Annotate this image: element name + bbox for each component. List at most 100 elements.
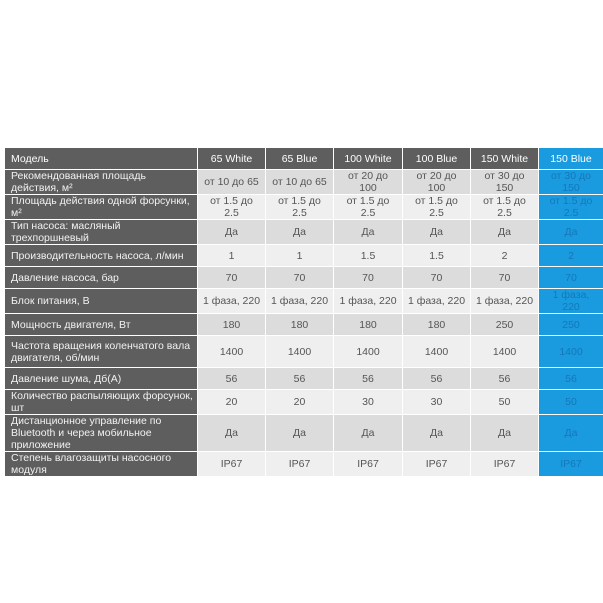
row-label: Блок питания, В	[4, 288, 198, 314]
table-row: Площадь действия одной форсунки, м² от 1.…	[4, 194, 603, 220]
table-cell: 1 фаза, 220	[402, 288, 471, 314]
table-cell: 180	[265, 313, 334, 336]
table-row: Давление насоса, бар 70 70 70 70 70 70	[4, 266, 603, 289]
table-cell: 70	[197, 266, 266, 289]
header-model-label: Модель	[4, 147, 198, 170]
table-cell: Да	[470, 414, 539, 452]
table-cell: 70	[538, 266, 603, 289]
table-cell: IP67	[333, 451, 403, 477]
table-cell: Да	[470, 219, 539, 245]
table-cell: 1 фаза, 220	[197, 288, 266, 314]
table-cell: 1 фаза, 220	[333, 288, 403, 314]
table-row: Мощность двигателя, Вт 180 180 180 180 250 250	[4, 313, 603, 336]
table-cell: от 30 до 150	[538, 169, 603, 195]
row-label: Тип насоса: масляный трехпоршневый	[4, 219, 198, 245]
table-cell: 30	[333, 389, 403, 415]
table-cell: 1400	[470, 335, 539, 368]
table-cell: от 30 до 150	[470, 169, 539, 195]
row-label: Рекомендованная площадь действия, м²	[4, 169, 198, 195]
header-model-column: 100 White	[333, 147, 403, 170]
table-cell: 180	[197, 313, 266, 336]
table-cell: 56	[538, 367, 603, 390]
table-cell: IP67	[197, 451, 266, 477]
table-cell: 20	[197, 389, 266, 415]
table-cell: 1400	[265, 335, 334, 368]
row-label: Давление насоса, бар	[4, 266, 198, 289]
table-cell: 30	[402, 389, 471, 415]
table-cell: 1	[265, 244, 334, 267]
table-cell: 1.5	[333, 244, 403, 267]
table-cell: Да	[333, 414, 403, 452]
table-cell: Да	[197, 414, 266, 452]
table-cell: от 10 до 65	[197, 169, 266, 195]
row-label: Количество распыляющих форсунок, шт	[4, 389, 198, 415]
specs-table: Модель 65 White 65 Blue 100 White 100 Blue 15…	[4, 147, 603, 477]
table-cell: 70	[402, 266, 471, 289]
table-cell: 1400	[333, 335, 403, 368]
table-cell: от 1.5 до 2.5	[470, 194, 539, 220]
table-cell: 250	[538, 313, 603, 336]
table-cell: 2	[538, 244, 603, 267]
table-row: Дистанционное управление по Bluetooth и …	[4, 414, 603, 452]
table-cell: от 1.5 до 2.5	[538, 194, 603, 220]
table-cell: Да	[265, 414, 334, 452]
row-label: Степень влагозащиты насосного модуля	[4, 451, 198, 477]
table-cell: 1400	[538, 335, 603, 368]
table-row: Производительность насоса, л/мин 1 1 1.5 1.5…	[4, 244, 603, 267]
table-cell: IP67	[538, 451, 603, 477]
table-cell: Да	[333, 219, 403, 245]
table-cell: 1 фаза, 220	[538, 288, 603, 314]
table-cell: 1	[197, 244, 266, 267]
table-cell: Да	[538, 414, 603, 452]
table-cell: 1 фаза, 220	[265, 288, 334, 314]
table-cell: IP67	[265, 451, 334, 477]
table-cell: 56	[402, 367, 471, 390]
table-cell: 180	[402, 313, 471, 336]
row-label: Давление шума, Дб(А)	[4, 367, 198, 390]
table-cell: IP67	[402, 451, 471, 477]
table-cell: 56	[265, 367, 334, 390]
table-row: Количество распыляющих форсунок, шт 20 20 3…	[4, 389, 603, 415]
table-cell: Да	[402, 219, 471, 245]
header-model-column: 100 Blue	[402, 147, 471, 170]
table-cell: от 1.5 до 2.5	[197, 194, 266, 220]
table-row: Частота вращения коленчатого вала двигат…	[4, 335, 603, 368]
table-cell: от 1.5 до 2.5	[265, 194, 334, 220]
table-cell: 20	[265, 389, 334, 415]
row-label: Площадь действия одной форсунки, м²	[4, 194, 198, 220]
table-row: Давление шума, Дб(А) 56 56 56 56 56 56	[4, 367, 603, 390]
header-row: Модель 65 White 65 Blue 100 White 100 Blue 15…	[4, 147, 603, 170]
table-cell: от 20 до 100	[402, 169, 471, 195]
table-cell: Да	[265, 219, 334, 245]
header-model-column: 65 Blue	[265, 147, 334, 170]
table-cell: от 10 до 65	[265, 169, 334, 195]
table-cell: 70	[265, 266, 334, 289]
table-cell: IP67	[470, 451, 539, 477]
table-cell: 1.5	[402, 244, 471, 267]
table-cell: 50	[538, 389, 603, 415]
table-cell: 250	[470, 313, 539, 336]
table-cell: 2	[470, 244, 539, 267]
table-cell: от 20 до 100	[333, 169, 403, 195]
table-cell: 180	[333, 313, 403, 336]
table-cell: от 1.5 до 2.5	[402, 194, 471, 220]
table-cell: 56	[333, 367, 403, 390]
table-cell: 56	[197, 367, 266, 390]
table-cell: 1400	[197, 335, 266, 368]
row-label: Частота вращения коленчатого вала двигат…	[4, 335, 198, 368]
table-cell: 56	[470, 367, 539, 390]
table-cell: 1 фаза, 220	[470, 288, 539, 314]
table-cell: Да	[402, 414, 471, 452]
table-cell: Да	[538, 219, 603, 245]
row-label: Мощность двигателя, Вт	[4, 313, 198, 336]
header-model-column: 150 White	[470, 147, 539, 170]
table-row: Тип насоса: масляный трехпоршневый Да Да Да…	[4, 219, 603, 245]
table-row: Рекомендованная площадь действия, м² от 1…	[4, 169, 603, 195]
table-cell: 50	[470, 389, 539, 415]
table-cell: Да	[197, 219, 266, 245]
header-model-column: 65 White	[197, 147, 266, 170]
table-cell: 70	[333, 266, 403, 289]
row-label: Производительность насоса, л/мин	[4, 244, 198, 267]
table-cell: 70	[470, 266, 539, 289]
